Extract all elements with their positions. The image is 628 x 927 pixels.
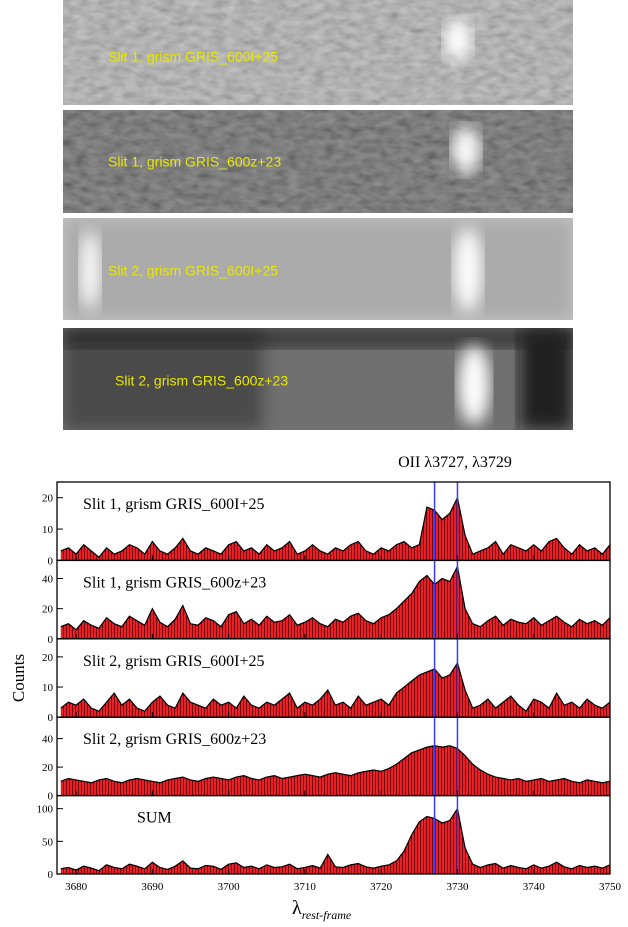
- panel-label: Slit 2, grism GRIS_600z+23: [83, 731, 266, 748]
- y-tick-label: 40: [42, 573, 54, 585]
- spectrum-line: [60, 807, 611, 872]
- y-tick-label: 50: [42, 836, 54, 848]
- y-tick-label: 20: [42, 652, 54, 664]
- spectrum-image: [63, 218, 573, 320]
- y-tick-label: 0: [48, 555, 54, 567]
- spectrum-area: [60, 662, 611, 718]
- y-tick-label: 20: [42, 762, 54, 774]
- spectrum-line: [60, 495, 611, 559]
- y-tick-label: 0: [48, 634, 54, 646]
- panel-frame: [56, 481, 611, 562]
- x-axis-label: λrest-frame: [292, 897, 352, 922]
- chart-title: OII λ3727, λ3729: [398, 454, 512, 471]
- y-tick-label: 10: [42, 524, 54, 536]
- x-tick-label: 3750: [599, 881, 622, 893]
- x-axis-label-main: λ: [292, 897, 302, 919]
- x-tick-label: 3680: [65, 881, 88, 893]
- y-tick-label: 40: [42, 734, 54, 746]
- spectrum-image: [63, 328, 573, 430]
- image-label: Slit 1, grism GRIS_600z+23: [108, 154, 281, 170]
- x-tick-label: 3720: [370, 881, 393, 893]
- x-tick-label: 3740: [523, 881, 546, 893]
- y-tick-label: 20: [42, 604, 54, 616]
- image-label: Slit 1, grism GRIS_600I+25: [108, 49, 278, 65]
- spectrum-area: [60, 808, 611, 874]
- y-tick-label: 0: [48, 869, 54, 881]
- panel-frame: [56, 794, 611, 875]
- x-tick-label: 3710: [294, 881, 317, 893]
- y-tick-label: 20: [42, 493, 54, 505]
- spectrum-line: [60, 564, 611, 631]
- x-tick-label: 3690: [141, 881, 164, 893]
- panel-label: Slit 1, grism GRIS_600z+23: [83, 574, 266, 591]
- spectrum-line: [60, 661, 611, 713]
- x-tick-label: 3730: [446, 881, 469, 893]
- spectrum-area: [60, 745, 611, 796]
- panel-label: Slit 2, grism GRIS_600I+25: [83, 653, 264, 670]
- x-tick-label: 3700: [218, 881, 241, 893]
- spectrum-image: [63, 0, 573, 105]
- x-axis-label-sub: rest-frame: [302, 908, 352, 922]
- image-label: Slit 2, grism GRIS_600z+23: [115, 373, 288, 389]
- panel-label: SUM: [137, 810, 172, 827]
- panel-label: Slit 1, grism GRIS_600I+25: [83, 496, 264, 513]
- y-tick-label: 10: [42, 682, 54, 694]
- y-tick-label: 100: [37, 804, 54, 816]
- spectrum-area: [60, 566, 611, 639]
- y-tick-label: 0: [48, 791, 54, 803]
- y-tick-label: 0: [48, 712, 54, 724]
- spectrum-image: [63, 110, 573, 213]
- image-label: Slit 2, grism GRIS_600I+25: [108, 263, 278, 279]
- y-axis-label: Counts: [9, 654, 28, 702]
- plots: 0 10 20 Slit 1, grism GRIS_600I+25 0 20 40 Slit…: [37, 481, 622, 893]
- spectrum-line: [60, 745, 611, 784]
